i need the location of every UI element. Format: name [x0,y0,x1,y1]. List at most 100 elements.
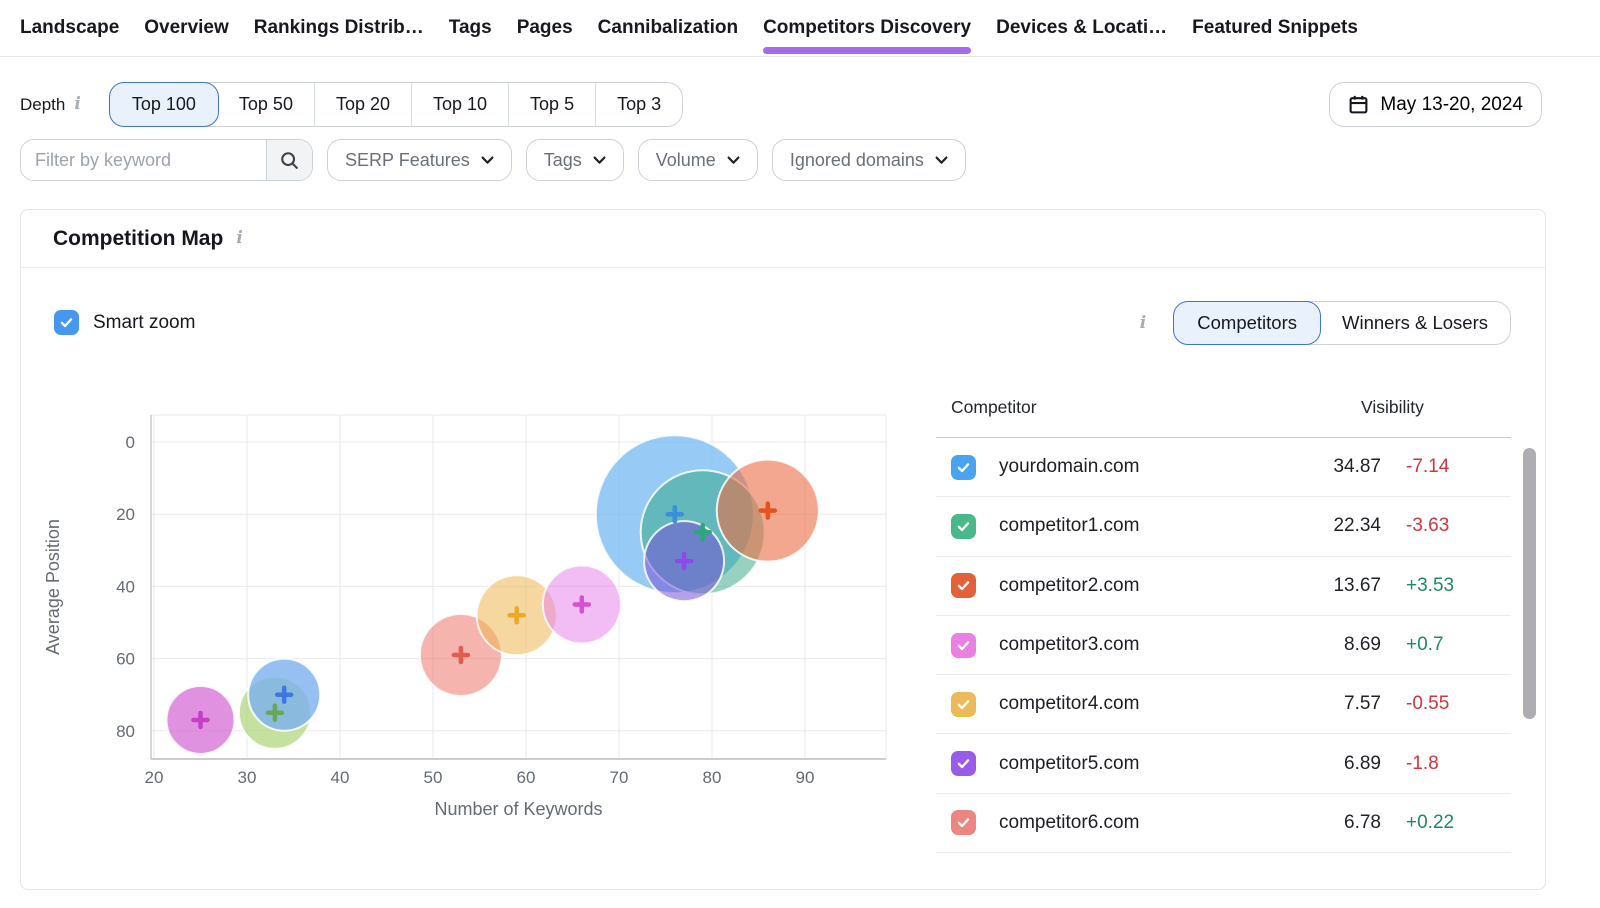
tab-featured-snippets[interactable]: Featured Snippets [1192,17,1358,38]
competitor-checkbox[interactable] [951,632,976,658]
view-toggle-wrap: i Competitors Winners & Losers [1140,301,1511,345]
smart-zoom-control: Smart zoom [54,310,195,335]
visibility-value: 7.57 [1344,693,1381,715]
card-header: Competition Map i [21,210,1545,268]
dropdown-label: Tags [543,149,582,170]
bubble-marker [451,645,471,665]
visibility-change: -3.63 [1406,515,1450,537]
bubble-marker [572,595,592,614]
tab-tags[interactable]: Tags [448,17,492,38]
toggle-winners-losers[interactable]: Winners & Losers [1342,312,1488,333]
competitor-column-header[interactable]: Competitor [951,397,1037,417]
smart-zoom-label: Smart zoom [93,311,196,333]
tab-overview[interactable]: Overview [144,17,229,38]
competitor-checkbox[interactable] [951,573,976,599]
depth-option-top-50[interactable]: Top 50 [218,83,315,126]
svg-text:Average Position: Average Position [43,519,63,655]
competitor-domain: competitor2.com [999,574,1140,596]
competition-map-card: Competition Map i Smart zoom i Competito… [20,209,1546,890]
visibility-change: -7.14 [1406,456,1450,478]
dropdown-label: SERP Features [345,149,470,170]
depth-option-top-20[interactable]: Top 20 [315,83,412,126]
competitor-checkbox[interactable] [951,810,976,836]
depth-option-top-5[interactable]: Top 5 [509,83,597,126]
ignored-domains-dropdown[interactable]: Ignored domains [771,139,966,181]
tab-devices-locati[interactable]: Devices & Locati… [996,17,1168,38]
info-icon[interactable]: i [74,94,81,114]
bubble-marker [693,523,712,542]
chevron-down-icon [935,155,948,165]
competition-map-chart: 20 30 40 50 60 70 80 90 0 20 40 60 80 Number of Keywo… [43,414,887,819]
competitor-checkbox[interactable] [951,751,976,777]
competitor-domain: competitor6.com [999,811,1140,833]
depth-row: Depth i Top 100 Top 50 Top 20 Top 10 Top 5 To… [20,82,1542,127]
date-range-button[interactable]: May 13-20, 2024 [1329,82,1542,127]
svg-text:60: 60 [116,650,135,669]
bubble-marker [191,710,210,730]
depth-label: Depth [20,94,66,114]
tab-rankings-distrib[interactable]: Rankings Distrib… [253,17,424,38]
tab-cannibalization[interactable]: Cannibalization [597,17,739,38]
chevron-down-icon [727,155,740,165]
filter-dropdowns: SERP Features Tags Volume Ignored domain… [313,139,966,181]
competitor-checkbox[interactable] [951,691,976,717]
competition-map-chart-wrap: 20 30 40 50 60 70 80 90 0 20 40 60 80 Number of Keywo… [31,391,921,839]
competitor-domain: competitor5.com [999,752,1140,774]
competitor-checkbox[interactable] [951,513,976,539]
competitor-domain: competitor3.com [999,634,1140,656]
keyword-filter [20,139,313,181]
table-body: yourdomain.com 34.87 -7.14 competitor1.com 2… [936,438,1511,854]
toggle-competitors[interactable]: Competitors [1173,301,1321,345]
svg-text:80: 80 [116,722,135,741]
serp-features-dropdown[interactable]: SERP Features [327,139,512,181]
tags-dropdown[interactable]: Tags [525,139,624,181]
view-toggle: Competitors Winners & Losers [1173,301,1511,345]
info-icon[interactable]: i [236,228,243,248]
visibility-value: 6.89 [1344,752,1381,774]
date-range-label: May 13-20, 2024 [1380,93,1523,115]
table-header: Competitor Visibility [936,386,1511,438]
svg-text:40: 40 [331,768,350,787]
smart-zoom-checkbox[interactable] [54,310,79,335]
table-row: competitor3.com 8.69 +0.7 [936,616,1511,676]
visibility-value: 8.69 [1344,634,1381,656]
search-button[interactable] [266,140,312,180]
svg-text:Number of Keywords: Number of Keywords [434,799,602,819]
tab-pages[interactable]: Pages [516,17,573,38]
svg-text:20: 20 [116,505,135,524]
chevron-down-icon [481,155,494,165]
svg-text:0: 0 [126,433,135,452]
visibility-column-header[interactable]: Visibility [1361,397,1424,417]
table-row: competitor6.com 6.78 +0.22 [936,794,1511,854]
card-title: Competition Map [53,226,224,250]
table-row: competitor2.com 13.67 +3.53 [936,557,1511,616]
volume-dropdown[interactable]: Volume [637,139,758,181]
tab-landscape[interactable]: Landscape [20,17,120,38]
svg-text:80: 80 [703,768,722,787]
dropdown-label: Volume [655,149,716,170]
svg-text:30: 30 [238,768,257,787]
visibility-change: +3.53 [1406,574,1455,596]
depth-option-top-10[interactable]: Top 10 [412,83,510,126]
chevron-down-icon [593,155,606,165]
table-row: competitor1.com 22.34 -3.63 [936,497,1511,557]
depth-selector: Top 100 Top 50 Top 20 Top 10 Top 5 Top 3 [108,82,684,127]
svg-text:60: 60 [517,768,536,787]
tab-competitors-discovery[interactable]: Competitors Discovery [763,0,972,56]
svg-text:20: 20 [145,768,164,787]
bubble-marker [674,551,694,571]
keyword-filter-input[interactable] [21,140,266,180]
table-row: competitor5.com 6.89 -1.8 [936,734,1511,794]
search-icon [279,150,300,171]
depth-option-top-100[interactable]: Top 100 [108,82,219,127]
visibility-value: 22.34 [1333,515,1381,537]
bubble-marker [758,501,778,520]
info-icon[interactable]: i [1139,312,1147,333]
competitor-checkbox[interactable] [951,454,976,480]
bubble-marker [274,685,294,704]
dropdown-label: Ignored domains [789,149,924,170]
table-scrollbar[interactable] [1523,448,1536,719]
table-row: competitor4.com 7.57 -0.55 [936,675,1511,735]
report-tabs: Landscape Overview Rankings Distrib… Tags Pa… [0,0,1600,57]
depth-option-top-3[interactable]: Top 3 [617,94,662,114]
